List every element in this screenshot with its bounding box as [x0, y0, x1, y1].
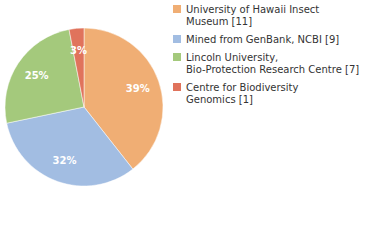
legend-label: Centre for BiodiversityGenomics [1]: [186, 82, 299, 105]
legend-swatch: [173, 53, 181, 61]
legend-label-line: Museum [11]: [186, 16, 252, 27]
legend-label: University of Hawaii InsectMuseum [11]: [186, 4, 319, 27]
data-labels: 39% 32% 25% 3%: [25, 45, 150, 166]
legend-label-line: Mined from GenBank, NCBI [9]: [186, 34, 339, 45]
legend-swatch: [173, 5, 181, 13]
chart: 39% 32% 25% 3% University of Hawaii InsectMu…: [0, 0, 380, 240]
data-label: 32%: [53, 155, 77, 166]
legend-item: Mined from GenBank, NCBI [9]: [173, 34, 339, 45]
legend-label: Lincoln University,Bio-Protection Resear…: [186, 52, 359, 75]
legend-item: Centre for BiodiversityGenomics [1]: [173, 82, 299, 105]
pie-slice: [69, 28, 84, 107]
legend-label-line: University of Hawaii Insect: [186, 4, 319, 15]
legend-label-line: Lincoln University,: [186, 52, 278, 63]
data-label: 25%: [25, 70, 49, 81]
legend-swatch: [173, 35, 181, 43]
legend: University of Hawaii InsectMuseum [11] Mi…: [173, 4, 359, 105]
legend-swatch: [173, 83, 181, 91]
legend-item: University of Hawaii InsectMuseum [11]: [173, 4, 319, 27]
legend-item: Lincoln University,Bio-Protection Resear…: [173, 52, 359, 75]
legend-label: Mined from GenBank, NCBI [9]: [186, 34, 339, 45]
pie: [5, 28, 163, 186]
legend-label-line: Bio-Protection Research Centre [7]: [186, 64, 359, 75]
legend-label-line: Centre for Biodiversity: [186, 82, 299, 93]
legend-label-line: Genomics [1]: [186, 94, 253, 105]
data-label: 39%: [126, 83, 150, 94]
data-label: 3%: [70, 45, 87, 56]
